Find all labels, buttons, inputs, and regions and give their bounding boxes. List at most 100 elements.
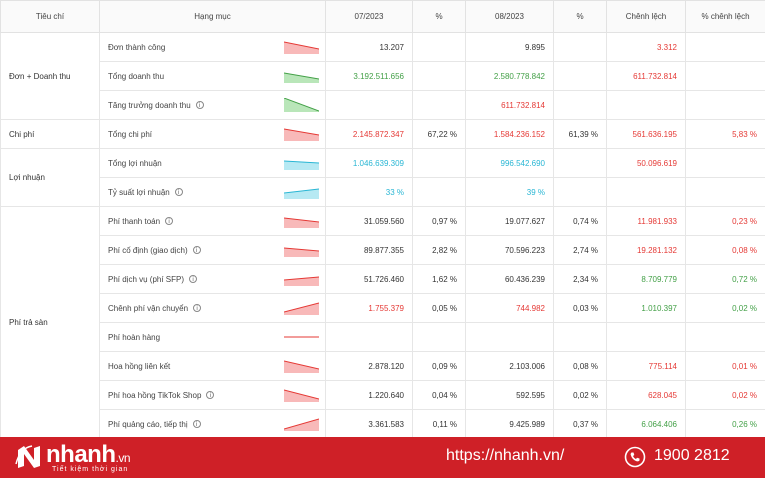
cell-diff: 19.281.132 — [606, 235, 686, 265]
group-cell-profit: Lợi nhuận — [0, 148, 100, 207]
row-label-cell: Tổng doanh thu — [99, 61, 326, 91]
cell-pct1: 0,09 % — [412, 351, 466, 381]
row-label: Tăng trưởng doanh thu — [108, 100, 191, 110]
row-label-cell: Phí hoa hồng TikTok Shop i — [99, 380, 326, 410]
sparkline-down-red — [284, 360, 319, 373]
nhanh-logo-text: nhanh.vn — [46, 441, 130, 469]
info-icon[interactable]: i — [189, 275, 198, 284]
info-icon[interactable]: i — [195, 101, 204, 110]
sparkline-up-red — [284, 418, 319, 431]
cell-pct1 — [412, 32, 466, 62]
row-label: Phí quảng cáo, tiếp thị — [108, 419, 188, 429]
cell-month1: 3.192.511.656 — [325, 61, 413, 91]
row-label-cell: Tỷ suất lợi nhuận i — [99, 177, 326, 207]
sparkline-down-red — [284, 128, 319, 141]
row-label: Hoa hồng liên kết — [108, 361, 171, 371]
row-label-cell: Phí cố định (giao dịch) i — [99, 235, 326, 265]
cell-pct1 — [412, 177, 466, 207]
col-header-pct2: % — [553, 0, 607, 33]
cell-pct-diff — [685, 148, 765, 178]
cell-month2: 996.542.690 — [465, 148, 554, 178]
col-header-group: Tiêu chí — [0, 0, 100, 33]
cell-diff: 8.709.779 — [606, 264, 686, 294]
cell-month2: 9.425.989 — [465, 409, 554, 437]
cell-diff: 561.636.195 — [606, 119, 686, 149]
cell-month2: 744.982 — [465, 293, 554, 323]
cell-pct2: 0,08 % — [553, 351, 607, 381]
row-label: Chênh phí vận chuyển — [108, 303, 189, 313]
cell-month2: 39 % — [465, 177, 554, 207]
cell-pct-diff: 0,01 % — [685, 351, 765, 381]
report-table-container: Tiêu chí Hạng mục 07/2023 % 08/2023 % Ch… — [0, 0, 765, 437]
col-header-month1[interactable]: 07/2023 — [325, 0, 413, 33]
hotline-number[interactable]: 1900 2812 — [654, 447, 730, 464]
cell-pct-diff: 0,72 % — [685, 264, 765, 294]
website-link[interactable]: https://nhanh.vn/ — [446, 447, 565, 464]
row-label: Đơn thành công — [108, 42, 166, 52]
cell-pct1: 0,97 % — [412, 206, 466, 236]
row-label: Phí hoa hồng TikTok Shop — [108, 390, 202, 400]
cell-diff: 628.045 — [606, 380, 686, 410]
cell-pct2 — [553, 148, 607, 178]
cell-pct-diff — [685, 322, 765, 352]
phone-icon — [624, 446, 646, 468]
info-icon[interactable]: i — [192, 246, 201, 255]
cell-pct1: 0,05 % — [412, 293, 466, 323]
logo-name: nhanh — [46, 441, 116, 468]
col-header-month2[interactable]: 08/2023 — [465, 0, 554, 33]
info-icon[interactable]: i — [165, 217, 174, 226]
cell-diff: 775.114 — [606, 351, 686, 381]
sparkline-down-cyan — [284, 160, 319, 170]
table-row: Phí quảng cáo, tiếp thị i 3.361.583 0,11 … — [1, 409, 765, 437]
cell-pct2 — [553, 177, 607, 207]
col-header-diff: Chênh lệch — [606, 0, 686, 33]
sparkline-up-red — [284, 276, 319, 286]
row-label: Tổng lợi nhuận — [108, 158, 162, 168]
sparkline-down-green — [284, 72, 319, 83]
table-row: Phí hoa hồng TikTok Shop i 1.220.640 0,04… — [1, 380, 765, 410]
cell-month1: 2.145.872.347 — [325, 119, 413, 149]
cell-pct2 — [553, 322, 607, 352]
cell-month2: 9.895 — [465, 32, 554, 62]
row-label: Phí dịch vụ (phí SFP) — [108, 274, 185, 284]
cell-diff — [606, 322, 686, 352]
info-icon[interactable]: i — [174, 188, 183, 197]
cell-pct1 — [412, 148, 466, 178]
cell-pct2 — [553, 90, 607, 120]
cell-month1 — [325, 322, 413, 352]
cell-month2: 611.732.814 — [465, 90, 554, 120]
cell-month2 — [465, 322, 554, 352]
cell-pct1: 67,22 % — [412, 119, 466, 149]
table-row: Hoa hồng liên kết 2.878.120 0,09 % 2.103… — [1, 351, 765, 381]
cell-month2: 592.595 — [465, 380, 554, 410]
row-label-cell: Tăng trưởng doanh thu i — [99, 90, 326, 120]
cell-pct-diff — [685, 177, 765, 207]
table-row: Phí cố định (giao dịch) i 89.877.355 2,82… — [1, 235, 765, 265]
promo-footer-banner: nhanh.vn Tiết kiệm thời gian https://nha… — [0, 437, 765, 478]
col-header-item: Hạng mục — [99, 0, 326, 33]
info-icon[interactable]: i — [192, 420, 201, 429]
row-label-cell: Phí quảng cáo, tiếp thị i — [99, 409, 326, 437]
cell-pct2: 0,02 % — [553, 380, 607, 410]
sparkline-up-cyan — [284, 188, 319, 199]
table-row: Tỷ suất lợi nhuận i 33 % 39 % — [1, 177, 765, 207]
info-icon[interactable]: i — [206, 391, 215, 400]
row-label-cell: Đơn thành công — [99, 32, 326, 62]
sparkline-up-red — [284, 302, 319, 315]
group-cell-fees: Phí trả sàn — [0, 206, 100, 437]
info-icon[interactable]: i — [193, 304, 202, 313]
cell-pct2: 0,37 % — [553, 409, 607, 437]
cell-month1: 1.755.379 — [325, 293, 413, 323]
table-row: Chi phí Tổng chi phí 2.145.872.347 67,22… — [0, 119, 765, 149]
cell-pct2: 0,74 % — [553, 206, 607, 236]
cell-month2: 60.436.239 — [465, 264, 554, 294]
cell-pct-diff — [685, 61, 765, 91]
cell-pct-diff: 0,26 % — [685, 409, 765, 437]
table-row: Tăng trưởng doanh thu i 611.732.814 — [1, 90, 765, 120]
cell-month2: 19.077.627 — [465, 206, 554, 236]
table-row: Lợi nhuận Tổng lợi nhuận 1.046.639.309 9… — [0, 148, 765, 207]
table-header-row: Tiêu chí Hạng mục 07/2023 % 08/2023 % Ch… — [0, 0, 765, 33]
col-header-pct1: % — [412, 0, 466, 33]
cell-month1: 89.877.355 — [325, 235, 413, 265]
row-label-cell: Phí hoàn hàng — [99, 322, 326, 352]
